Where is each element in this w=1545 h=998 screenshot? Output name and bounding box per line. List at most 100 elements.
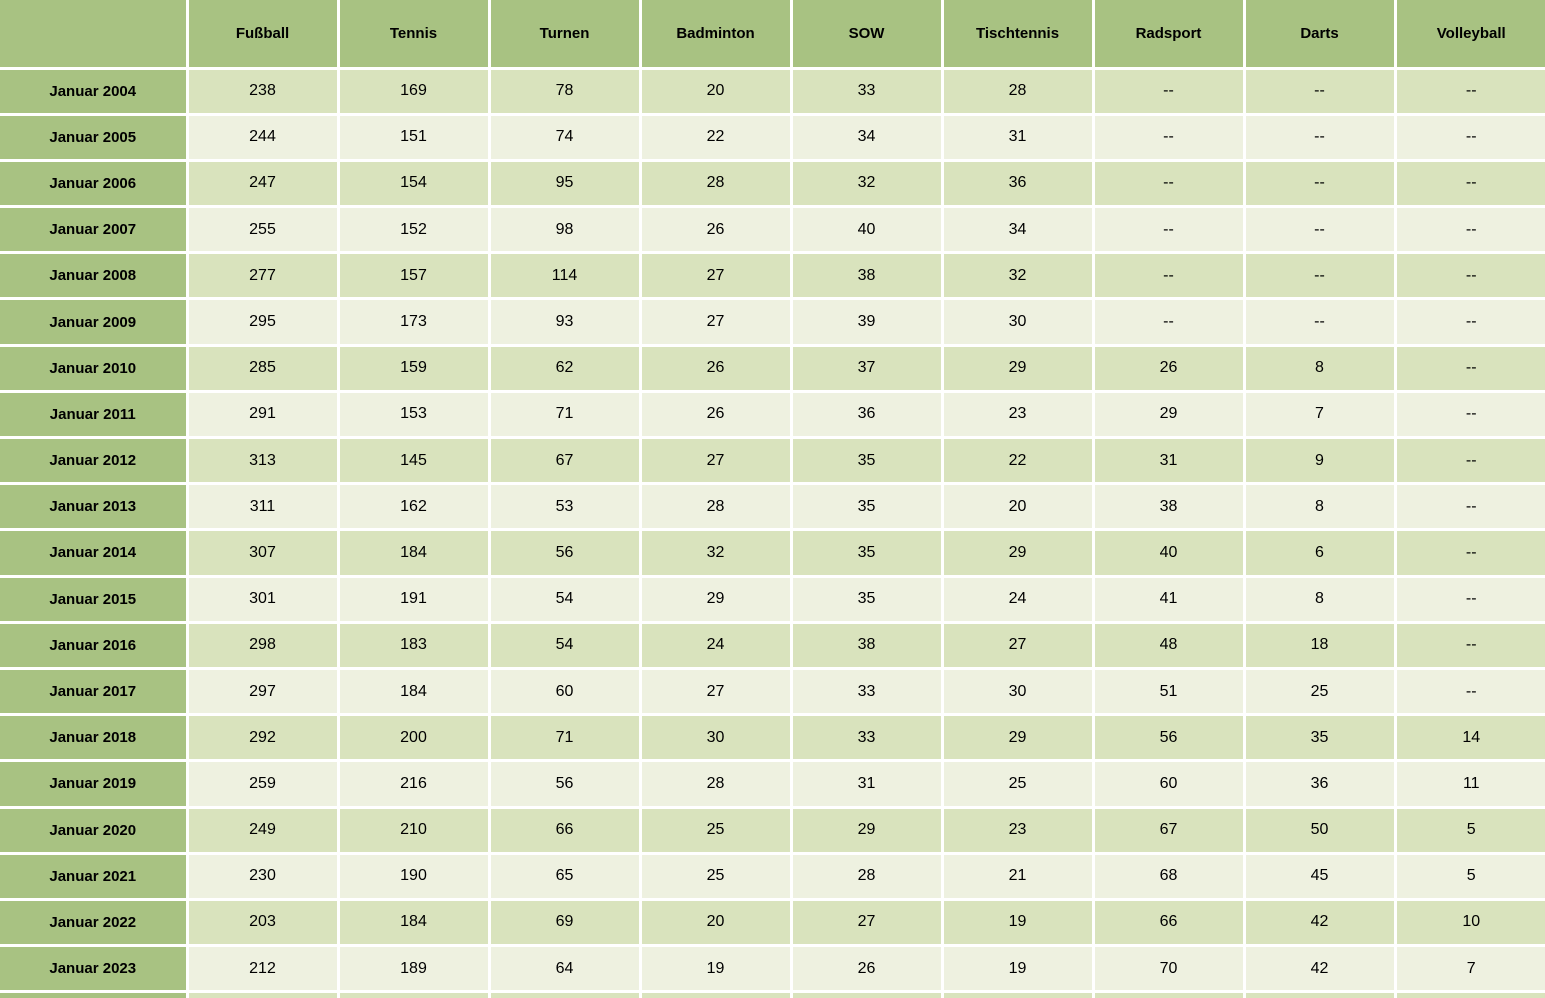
- data-cell: 31: [1091, 435, 1246, 486]
- table-row: Januar 2008 277 157 114 27 38 32 -- -- --: [0, 251, 1545, 301]
- table-row: Januar 2011 291 153 71 26 36 23 29 7 --: [0, 389, 1545, 440]
- data-cell: 10: [1393, 897, 1545, 948]
- data-cell: 41: [1091, 574, 1246, 624]
- data-cell: [185, 990, 340, 998]
- data-cell: 40: [789, 205, 944, 255]
- data-cell: 5: [1393, 805, 1545, 855]
- data-cell: --: [1393, 251, 1545, 301]
- data-cell: --: [1242, 158, 1397, 209]
- data-cell: 29: [1091, 389, 1246, 440]
- data-cell: 30: [940, 297, 1095, 347]
- data-cell: 5: [1393, 851, 1545, 901]
- table-row: Januar 2016 298 183 54 24 38 27 48 18 --: [0, 620, 1545, 670]
- data-cell: 9: [1242, 435, 1397, 486]
- data-cell: [789, 990, 944, 998]
- data-cell: 35: [789, 482, 944, 532]
- row-header: Januar 2022: [0, 897, 189, 948]
- data-cell: 28: [638, 482, 793, 532]
- column-header: SOW: [789, 0, 944, 70]
- data-cell: 162: [336, 482, 491, 532]
- data-cell: 216: [336, 759, 491, 809]
- data-cell: 54: [487, 574, 642, 624]
- data-cell: 19: [940, 944, 1095, 994]
- data-cell: 25: [940, 759, 1095, 809]
- data-cell: 285: [185, 343, 340, 393]
- row-header: Januar 2012: [0, 435, 189, 486]
- data-cell: 29: [940, 713, 1095, 763]
- data-cell: 313: [185, 435, 340, 486]
- data-cell: [1091, 990, 1246, 998]
- data-cell: 62: [487, 343, 642, 393]
- data-cell: --: [1091, 158, 1246, 209]
- data-cell: 35: [789, 435, 944, 486]
- data-cell: 184: [336, 897, 491, 948]
- row-header: Januar 2009: [0, 297, 189, 347]
- data-cell: 295: [185, 297, 340, 347]
- data-cell: 34: [940, 205, 1095, 255]
- data-cell: 28: [638, 759, 793, 809]
- data-cell: 22: [940, 435, 1095, 486]
- data-cell: 36: [940, 158, 1095, 209]
- data-cell: 6: [1242, 528, 1397, 578]
- data-cell: 31: [940, 112, 1095, 162]
- data-cell: 56: [487, 759, 642, 809]
- data-cell: --: [1393, 112, 1545, 162]
- data-cell: 35: [789, 574, 944, 624]
- row-header: Januar 2018: [0, 713, 189, 763]
- data-cell: 32: [789, 158, 944, 209]
- data-cell: 25: [1242, 666, 1397, 717]
- data-cell: 27: [789, 897, 944, 948]
- row-header: Januar 2010: [0, 343, 189, 393]
- data-cell: --: [1393, 297, 1545, 347]
- data-cell: 7: [1242, 389, 1397, 440]
- data-cell: 34: [789, 112, 944, 162]
- column-header: Badminton: [638, 0, 793, 70]
- data-cell: 68: [1091, 851, 1246, 901]
- data-cell: 301: [185, 574, 340, 624]
- data-cell: --: [1091, 205, 1246, 255]
- data-cell: 56: [487, 528, 642, 578]
- data-cell: 36: [789, 389, 944, 440]
- data-cell: 297: [185, 666, 340, 717]
- table-row: Januar 2012 313 145 67 27 35 22 31 9 --: [0, 435, 1545, 486]
- data-cell: --: [1242, 251, 1397, 301]
- data-cell: 78: [487, 66, 642, 116]
- data-cell: 203: [185, 897, 340, 948]
- data-cell: --: [1091, 66, 1246, 116]
- data-cell: --: [1393, 205, 1545, 255]
- table-row: Januar 2022 203 184 69 20 27 19 66 42 10: [0, 897, 1545, 948]
- table-row: Januar 2004 238 169 78 20 33 28 -- -- --: [0, 66, 1545, 116]
- data-cell: 190: [336, 851, 491, 901]
- row-header: Januar 2014: [0, 528, 189, 578]
- data-cell: --: [1091, 112, 1246, 162]
- row-header: Januar 2006: [0, 158, 189, 209]
- data-cell: 311: [185, 482, 340, 532]
- data-cell: 23: [940, 805, 1095, 855]
- data-cell: --: [1393, 574, 1545, 624]
- data-cell: 244: [185, 112, 340, 162]
- table-row: Januar 2006 247 154 95 28 32 36 -- -- --: [0, 158, 1545, 209]
- data-cell: 66: [1091, 897, 1246, 948]
- data-cell: 38: [789, 251, 944, 301]
- data-cell: 20: [940, 482, 1095, 532]
- data-cell: 11: [1393, 759, 1545, 809]
- data-cell: [336, 990, 491, 998]
- data-cell: 98: [487, 205, 642, 255]
- row-header: Januar 2007: [0, 205, 189, 255]
- data-cell: 152: [336, 205, 491, 255]
- data-cell: 291: [185, 389, 340, 440]
- data-cell: 45: [1242, 851, 1397, 901]
- table-row: Januar 2021 230 190 65 25 28 21 68 45 5: [0, 851, 1545, 901]
- data-cell: 28: [940, 66, 1095, 116]
- data-cell: --: [1393, 666, 1545, 717]
- data-cell: 33: [789, 66, 944, 116]
- table-row: Januar 2007 255 152 98 26 40 34 -- -- --: [0, 205, 1545, 255]
- data-cell: 114: [487, 251, 642, 301]
- data-cell: 247: [185, 158, 340, 209]
- row-header: Januar 2017: [0, 666, 189, 717]
- data-cell: 74: [487, 112, 642, 162]
- data-cell: 151: [336, 112, 491, 162]
- data-cell: --: [1393, 435, 1545, 486]
- data-cell: 51: [1091, 666, 1246, 717]
